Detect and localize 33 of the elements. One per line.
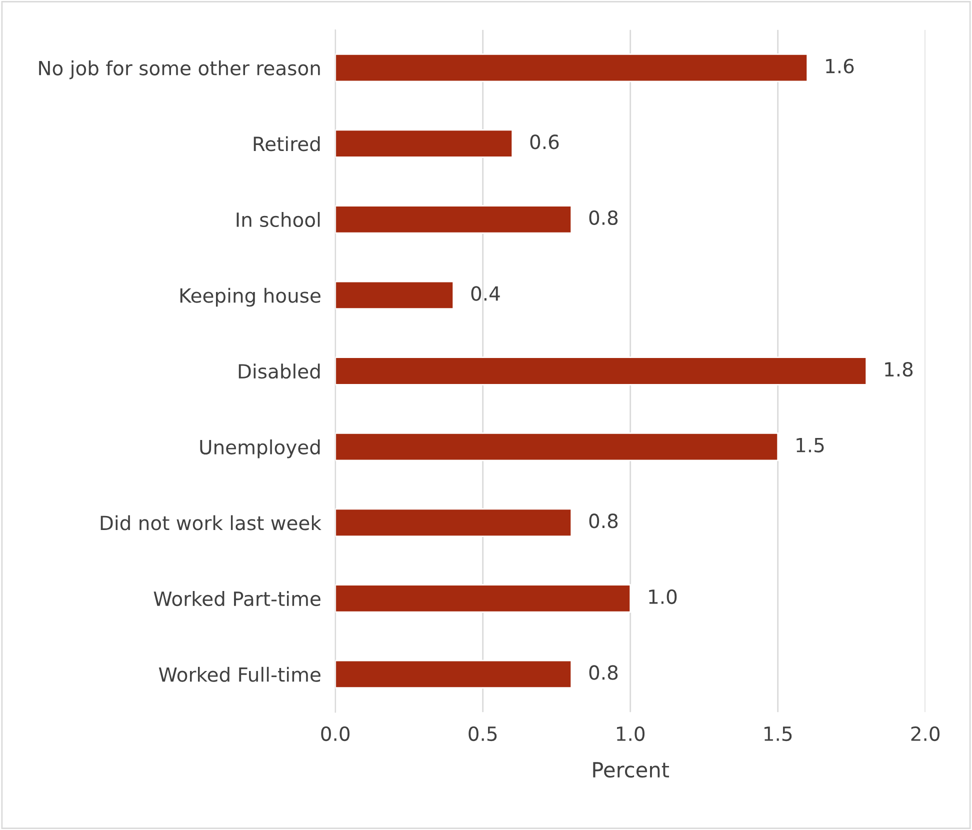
bar <box>335 205 572 234</box>
bar <box>335 508 572 537</box>
bar <box>335 660 572 689</box>
x-tick-label: 0.5 <box>468 726 497 742</box>
data-label: 0.8 <box>589 514 618 528</box>
x-tick-label: 2.0 <box>911 726 940 742</box>
bar <box>335 356 868 386</box>
y-tick-label: Disabled <box>238 364 320 379</box>
y-tick-label: Worked Full-time <box>158 666 320 682</box>
x-axis-title: Percent <box>593 762 670 778</box>
y-tick-label: No job for some other reason <box>39 60 320 80</box>
y-tick-label: Did not work last week <box>100 515 322 530</box>
bar <box>335 280 454 310</box>
x-tick-label: 1.5 <box>764 726 792 742</box>
data-label: 0.8 <box>589 210 618 226</box>
data-label: 1.6 <box>826 58 854 74</box>
x-tick-label: 0.0 <box>321 726 350 742</box>
y-tick-label: Keeping house <box>180 288 320 307</box>
data-label: 0.8 <box>589 665 618 680</box>
data-label: 1.0 <box>649 589 677 604</box>
bar <box>335 432 779 462</box>
bar <box>335 584 632 613</box>
bar <box>335 129 514 158</box>
y-tick-label: Unemployed <box>200 439 320 458</box>
data-label: 0.4 <box>471 286 500 301</box>
data-label: 0.6 <box>530 134 559 150</box>
bar <box>335 53 808 82</box>
y-tick-label: In school <box>236 212 320 228</box>
data-label: 1.8 <box>885 362 913 377</box>
x-tick-label: 1.0 <box>617 726 645 742</box>
data-label: 1.5 <box>796 438 824 452</box>
y-tick-label: Retired <box>254 136 320 152</box>
y-tick-label: Worked Part-time <box>154 591 320 606</box>
